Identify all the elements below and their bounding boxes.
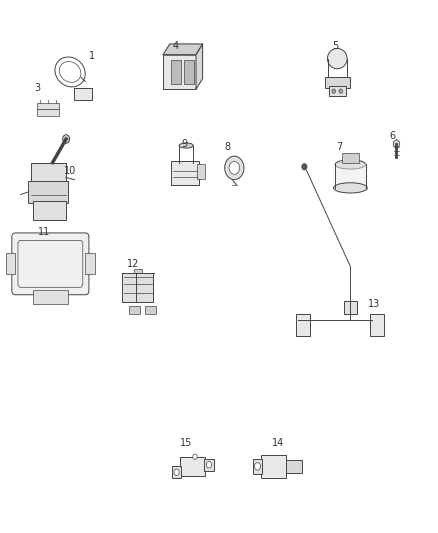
Bar [296,314,310,336]
Text: 10: 10 [64,166,76,176]
Bar [134,269,142,273]
Text: 13: 13 [368,299,381,309]
Text: 6: 6 [389,131,395,141]
Bar [325,77,350,88]
Bar [328,86,346,96]
Bar [204,459,214,471]
Text: 8: 8 [225,142,231,152]
Bar [171,60,180,84]
Bar [37,103,59,109]
Ellipse shape [335,160,366,169]
Polygon shape [335,164,366,188]
Ellipse shape [334,183,367,193]
Circle shape [339,89,343,93]
Bar [180,457,205,476]
Bar [33,201,66,220]
Bar [253,459,262,474]
FancyBboxPatch shape [12,233,89,295]
Bar [122,273,139,303]
Bar [31,163,66,183]
Text: 7: 7 [336,142,343,152]
Bar [172,466,181,478]
Bar [28,181,68,203]
Bar [342,152,359,163]
Circle shape [332,89,336,93]
Text: 5: 5 [332,41,338,51]
Text: 11: 11 [38,227,50,237]
Ellipse shape [179,143,193,148]
Bar [6,253,15,274]
Text: 14: 14 [272,438,284,448]
Bar [261,455,286,478]
Ellipse shape [327,49,347,69]
Circle shape [174,469,179,475]
Text: 3: 3 [34,83,40,93]
Circle shape [206,462,212,468]
Text: 9: 9 [181,139,187,149]
Text: 1: 1 [89,51,95,61]
Circle shape [254,463,261,470]
Circle shape [302,164,307,170]
Bar [286,460,302,473]
Bar [33,290,68,304]
Bar [129,306,140,314]
Bar [85,253,95,274]
Bar [74,88,92,100]
Bar [370,314,384,336]
Bar [145,306,156,314]
Polygon shape [163,44,202,55]
Circle shape [193,454,197,459]
Circle shape [229,161,240,174]
Bar [136,273,153,303]
Bar [197,164,205,179]
Bar [171,161,199,185]
Circle shape [63,135,70,143]
Text: 15: 15 [180,438,192,448]
Bar [163,55,196,89]
Polygon shape [196,44,202,89]
Bar [37,109,59,116]
Bar [184,60,194,84]
Text: 4: 4 [172,41,178,51]
Bar [344,301,357,314]
Polygon shape [393,140,399,148]
Circle shape [225,156,244,180]
Text: 12: 12 [127,259,140,269]
